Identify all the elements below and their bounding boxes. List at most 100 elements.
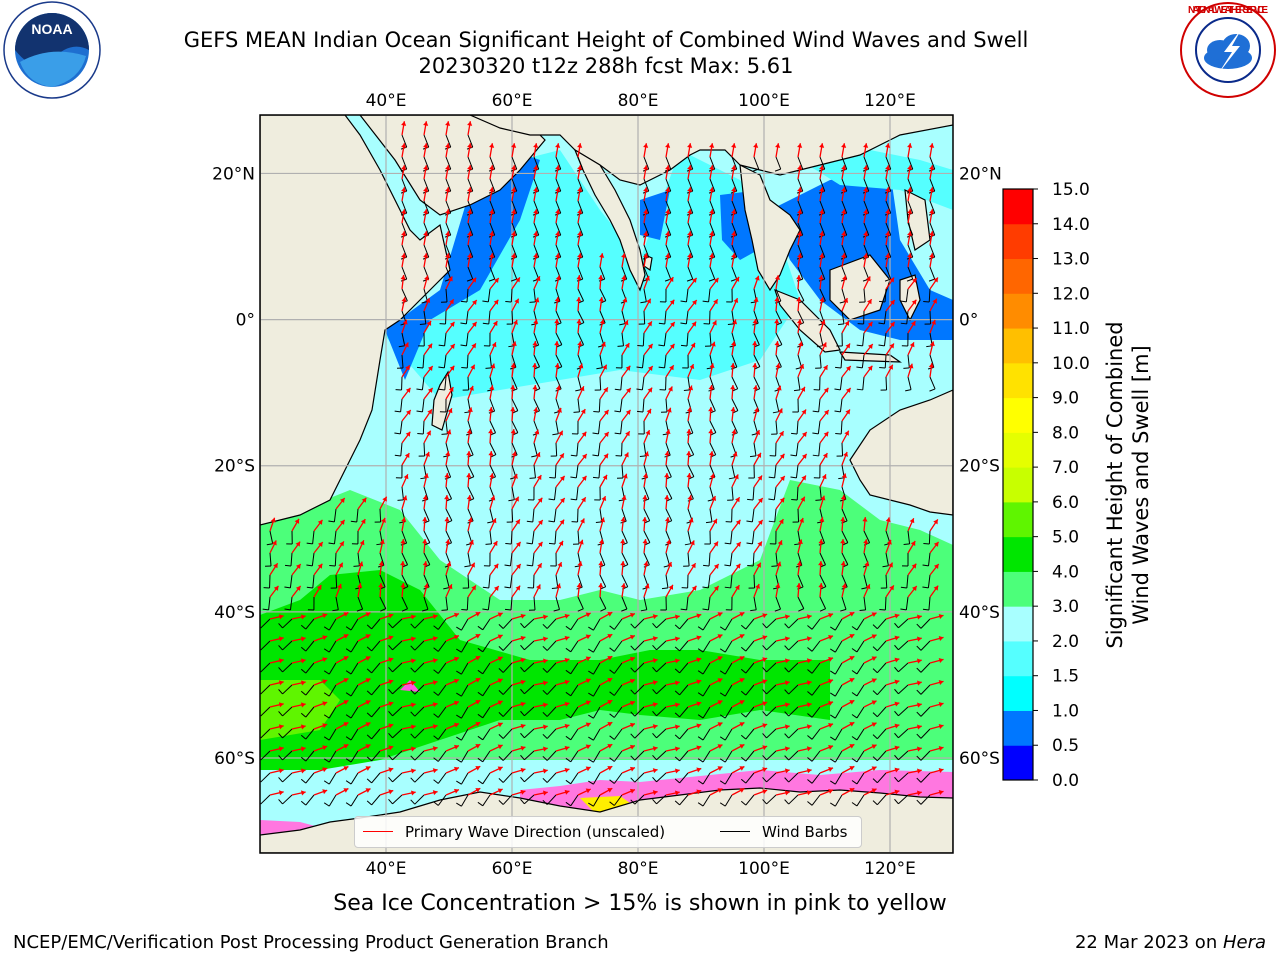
wind-barb-flag xyxy=(323,714,330,719)
wind-barb-flag xyxy=(837,323,845,326)
wind-barb-flag xyxy=(300,690,307,696)
wind-barb xyxy=(797,222,804,236)
wave-arrow-head xyxy=(585,656,591,662)
wave-arrow-head xyxy=(497,700,503,706)
wind-barb xyxy=(445,134,452,148)
wind-barb xyxy=(906,310,909,324)
wave-arrow-head xyxy=(272,540,277,546)
wind-barb xyxy=(350,618,359,631)
wind-barb xyxy=(788,640,799,651)
wind-barb-flag xyxy=(724,564,731,567)
wave-arrow-head xyxy=(932,298,937,304)
wave-arrow-head xyxy=(533,319,539,324)
wind-barb-flag xyxy=(565,713,572,719)
wave-arrow-head xyxy=(365,766,371,771)
wind-barb-legend-label: Wind Barbs xyxy=(762,823,848,841)
wind-barb xyxy=(305,750,315,762)
wind-barb xyxy=(350,750,359,763)
wind-barb xyxy=(599,574,607,587)
wave-arrow-head xyxy=(784,724,790,730)
wave-arrow-head xyxy=(629,766,635,772)
wave-arrow-head xyxy=(401,231,407,236)
wind-barb xyxy=(643,552,650,566)
wind-barb xyxy=(620,376,623,390)
wind-barb xyxy=(445,156,452,170)
colorbar-swatch xyxy=(1003,362,1033,399)
wave-arrow-head xyxy=(343,700,349,705)
wave-arrow-head xyxy=(497,744,503,750)
wave-arrow-head xyxy=(780,476,785,481)
wind-barb-flag xyxy=(879,300,886,303)
wave-arrow-head xyxy=(774,341,780,346)
wind-barb-flag xyxy=(740,646,747,652)
wind-barb xyxy=(819,354,822,368)
wave-arrow-head xyxy=(929,341,935,347)
wave-arrow-head xyxy=(564,613,570,619)
wave-arrow-head xyxy=(784,768,790,774)
wind-barb-flag xyxy=(410,755,416,761)
wind-barb xyxy=(328,794,337,807)
wave-arrow-head xyxy=(449,321,455,327)
wave-arrow-head xyxy=(489,231,495,236)
wave-arrow-head xyxy=(818,275,824,280)
wave-arrow-head xyxy=(489,187,495,192)
wave-arrow-head xyxy=(294,518,300,524)
wave-arrow-head xyxy=(867,321,873,327)
wave-arrow-head xyxy=(845,409,850,415)
wind-barb xyxy=(745,750,755,762)
wind-barb xyxy=(907,156,914,170)
wave-arrow-head xyxy=(845,343,851,349)
wind-barb xyxy=(819,530,825,544)
wind-barb-flag xyxy=(658,322,665,325)
wind-barb xyxy=(282,662,293,673)
wind-barb xyxy=(328,618,337,631)
wind-barb xyxy=(665,574,669,588)
wave-arrow-head xyxy=(624,452,629,458)
wave-arrow-head xyxy=(690,342,696,348)
wave-arrow-head xyxy=(492,541,498,547)
wave-arrow-head xyxy=(388,613,394,619)
wind-barb-flag xyxy=(422,608,429,612)
wind-barb xyxy=(350,794,359,807)
wind-barb-flag xyxy=(652,777,657,783)
wave-arrow-head xyxy=(447,584,453,590)
wind-barb-flag xyxy=(609,691,615,696)
wind-barb-flag xyxy=(588,802,594,807)
wave-arrow-head xyxy=(885,253,891,258)
wind-barb-flag xyxy=(323,780,330,785)
footer-date: 22 Mar 2023 on Hera xyxy=(1074,932,1266,953)
wave-arrow-head xyxy=(513,319,518,325)
wind-barb xyxy=(898,728,909,739)
wind-barb xyxy=(502,706,513,717)
wind-barb-flag xyxy=(520,710,525,717)
wind-barb xyxy=(811,684,821,696)
wind-barb-flag xyxy=(504,564,511,567)
wind-barb xyxy=(643,222,650,236)
wave-arrow-head xyxy=(577,165,583,170)
wind-barb xyxy=(401,156,408,170)
wind-barb xyxy=(643,596,648,610)
wave-arrow-head xyxy=(497,656,503,662)
wind-barb xyxy=(467,420,473,434)
wave-arrow-head xyxy=(665,143,671,148)
wind-barb-flag xyxy=(784,733,790,739)
wind-barb-flag xyxy=(456,780,462,785)
wind-barb xyxy=(371,750,381,762)
wind-barb-flag xyxy=(597,543,604,546)
wind-barb xyxy=(423,134,430,148)
wind-barb xyxy=(643,178,650,192)
wave-arrow-head xyxy=(388,767,394,773)
wave-arrow-head xyxy=(938,613,944,619)
wind-barb xyxy=(445,464,452,478)
wind-barb-flag xyxy=(498,623,504,629)
wave-arrow-head xyxy=(711,496,717,501)
wind-barb xyxy=(371,772,381,784)
wave-arrow-head xyxy=(278,658,284,664)
wave-arrow-head xyxy=(511,209,517,214)
wave-arrow-head xyxy=(603,453,609,459)
wave-arrow-head xyxy=(445,187,451,192)
wind-barb xyxy=(460,662,469,675)
wind-barb xyxy=(423,530,431,543)
wind-barb-flag xyxy=(768,476,775,479)
wave-arrow-head xyxy=(554,297,560,302)
